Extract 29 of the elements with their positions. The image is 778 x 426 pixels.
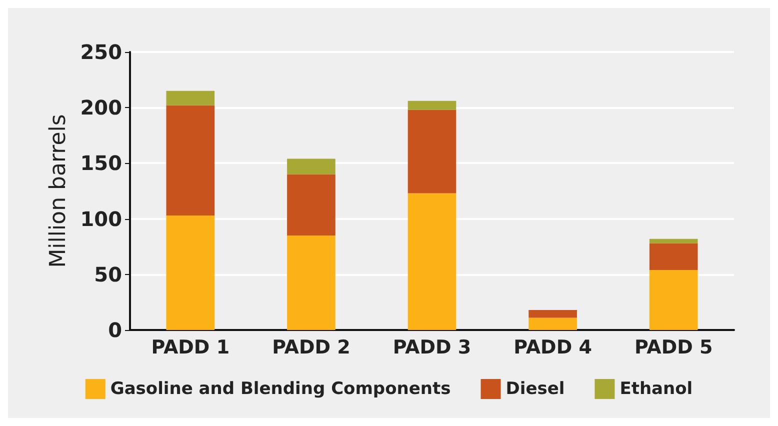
bar [408, 100, 456, 110]
bar [649, 243, 698, 270]
y-tick-label: 250 [80, 40, 122, 64]
legend-label: Diesel [506, 379, 565, 399]
bar [166, 215, 215, 330]
bar [528, 310, 577, 318]
y-tick-label: 0 [108, 318, 122, 342]
y-tick-label: 100 [80, 206, 122, 231]
x-tick-label: PADD 4 [514, 336, 592, 358]
bar [408, 110, 456, 194]
x-tick-label: PADD 5 [634, 336, 713, 358]
bar [166, 105, 215, 216]
legend-label: Ethanol [620, 379, 693, 399]
x-tick-label: PADD 2 [272, 336, 350, 358]
x-tick-label: PADD 3 [392, 336, 472, 358]
y-tick-label: 200 [80, 96, 122, 120]
bar [649, 238, 698, 244]
y-tick-label: 150 [80, 151, 122, 176]
bar [287, 174, 336, 236]
bar [528, 318, 577, 330]
bar [649, 270, 698, 330]
x-tick-label: PADD 1 [151, 336, 230, 358]
bar [287, 158, 336, 174]
y-tick-label: 50 [94, 262, 122, 286]
y-axis-title: Million barrels [46, 114, 71, 268]
bar [287, 235, 336, 330]
legend-label: Gasoline and Blending Components [110, 379, 451, 399]
bar [408, 193, 456, 330]
bar [166, 90, 215, 106]
